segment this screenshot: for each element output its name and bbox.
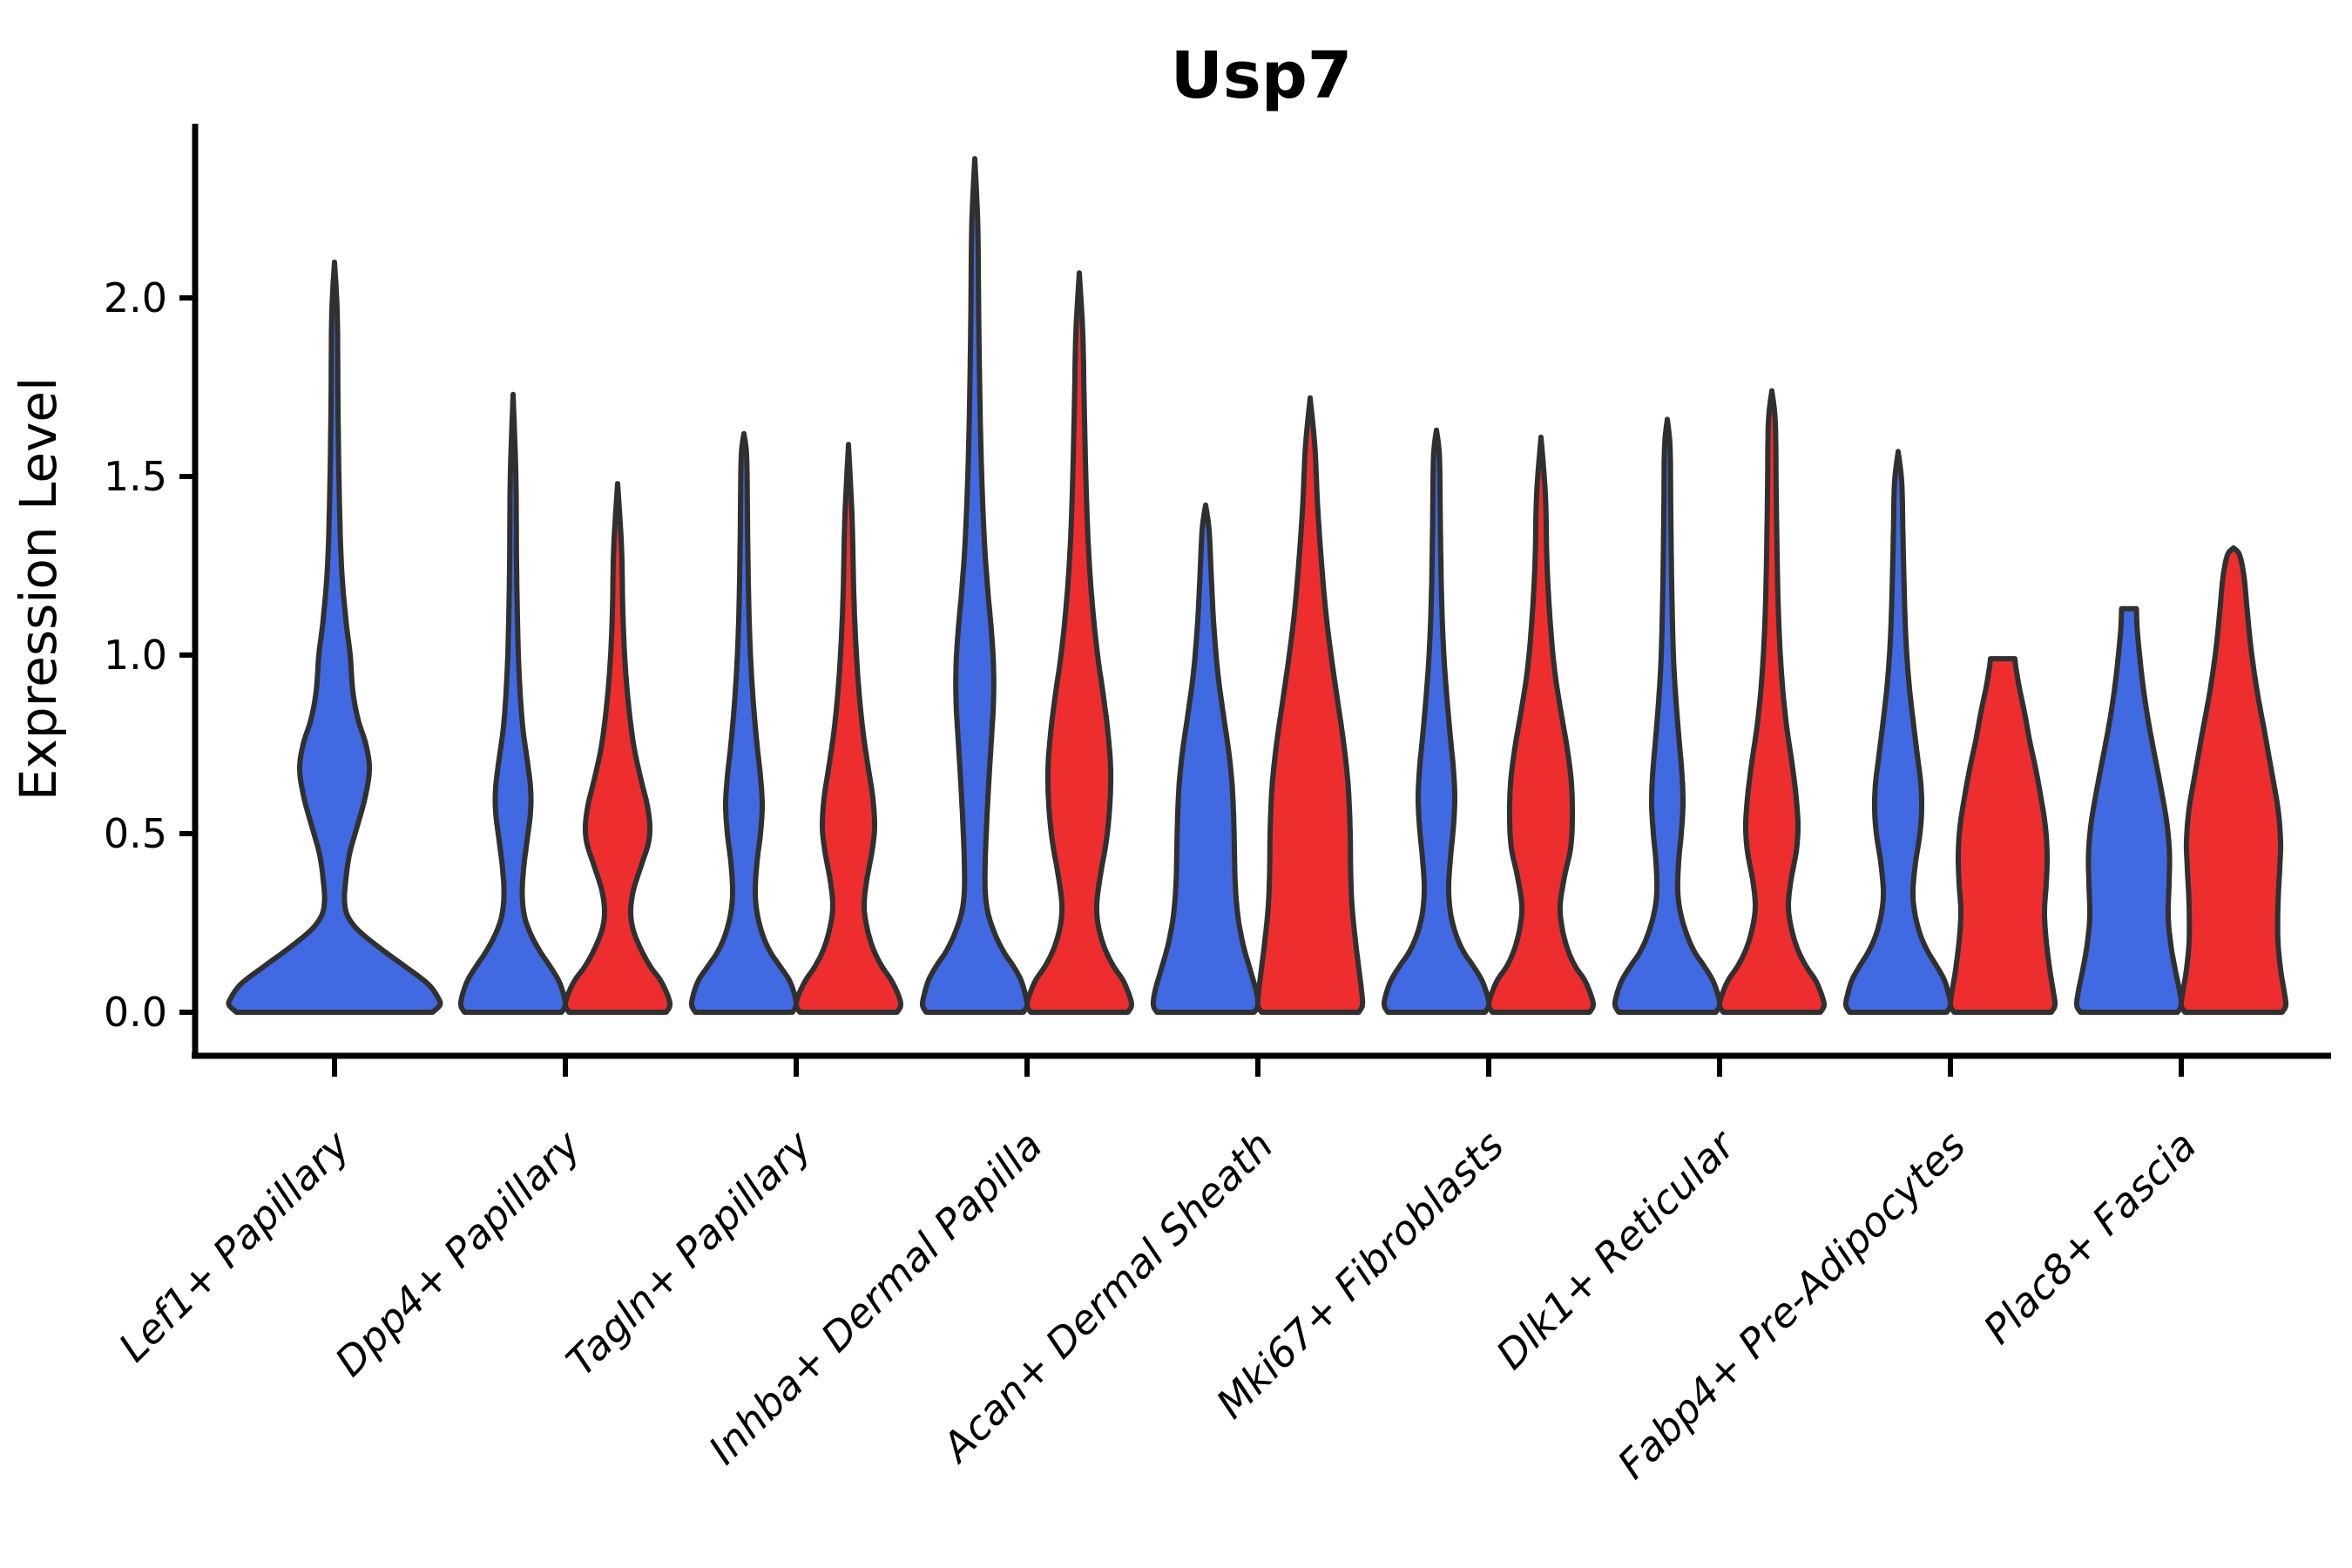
violins-group xyxy=(226,156,2289,1015)
violin-fabp4-pre-adipocytes-red xyxy=(1947,656,2058,1015)
violin-mki67-fibroblasts-blue xyxy=(1381,427,1492,1015)
y-axis-label: Expression Level xyxy=(9,377,68,801)
chart-title: Usp7 xyxy=(1171,38,1353,113)
y-tick-label-1.0: 1.0 xyxy=(104,632,167,679)
violin-dpp4-papillary-red xyxy=(563,481,672,1015)
y-axis-ticks-group: 0.0 0.5 1.0 1.5 2.0 xyxy=(104,274,195,1036)
violin-acan-dermal-sheath-red xyxy=(1254,395,1366,1015)
violin-inhba-dermal-papilla-blue xyxy=(919,156,1031,1015)
violin-plac8-fascia-red xyxy=(2178,545,2289,1015)
violin-plac8-fascia-blue xyxy=(2073,605,2185,1015)
y-tick-label-1.5: 1.5 xyxy=(104,453,167,500)
violin-dlk1-reticular-blue xyxy=(1612,416,1723,1015)
y-tick-label-0.5: 0.5 xyxy=(104,810,167,857)
y-tick-label-2.0: 2.0 xyxy=(104,274,167,321)
violin-inhba-dermal-papilla-red xyxy=(1024,270,1134,1015)
violin-tagln-papillary-blue xyxy=(688,430,800,1015)
y-tick-label-0.0: 0.0 xyxy=(104,989,167,1036)
violin-lef1-papillary-blue xyxy=(226,260,443,1015)
violin-fabp4-pre-adipocytes-blue xyxy=(1842,449,1954,1015)
violin-dlk1-reticular-red xyxy=(1717,388,1827,1015)
violin-tagln-papillary-red xyxy=(794,442,903,1015)
violin-mki67-fibroblasts-red xyxy=(1486,434,1596,1015)
violin-dpp4-papillary-blue xyxy=(457,391,569,1015)
violin-acan-dermal-sheath-blue xyxy=(1150,502,1261,1015)
